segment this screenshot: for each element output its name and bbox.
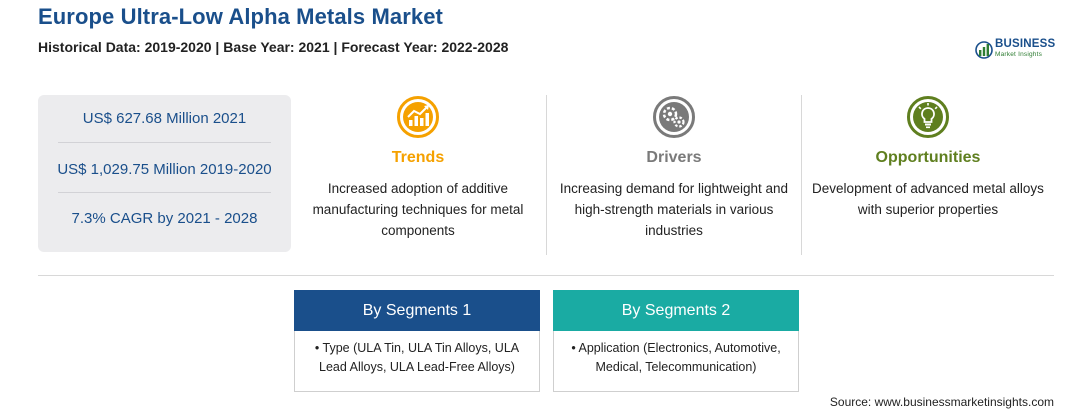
page-title: Europe Ultra-Low Alpha Metals Market xyxy=(38,4,443,29)
opportunities-heading: Opportunities xyxy=(875,149,981,166)
trends-heading: Trends xyxy=(391,149,445,166)
segment-card-1: By Segments 1 • Type (ULA Tin, ULA Tin A… xyxy=(294,290,540,392)
gears-icon xyxy=(653,96,695,138)
stat-historical: US$ 1,029.75 Million 2019-2020 xyxy=(57,161,272,178)
stat-cagr: 7.3% CAGR by 2021 - 2028 xyxy=(71,210,258,227)
column-divider xyxy=(546,95,547,255)
brand-logo: BUSINESS Market Insights xyxy=(975,36,1059,64)
segment-2-bullet: • Application (Electronics, Automotive, … xyxy=(571,341,781,374)
segment-1-bullet: • Type (ULA Tin, ULA Tin Alloys, ULA Lea… xyxy=(314,341,520,374)
drivers-text: Increasing demand for lightweight and hi… xyxy=(559,181,789,238)
section-divider xyxy=(38,275,1054,276)
lightbulb-icon xyxy=(907,96,949,138)
segment-card-2: By Segments 2 • Application (Electronics… xyxy=(553,290,799,392)
stat-market-size: US$ 627.68 Million 2021 xyxy=(82,110,247,127)
stat-divider xyxy=(58,192,271,193)
opportunities-text: Development of advanced metal alloys wit… xyxy=(812,181,1044,217)
logo-tagline: Market Insights xyxy=(995,51,1043,58)
stat-divider xyxy=(58,142,271,143)
segment-1-heading: By Segments 1 xyxy=(294,290,540,331)
trends-text: Increased adoption of additive manufactu… xyxy=(312,181,524,238)
segment-2-heading: By Segments 2 xyxy=(553,290,799,331)
page-subtitle: Historical Data: 2019-2020 | Base Year: … xyxy=(38,39,509,55)
source-credit: Source: www.businessmarketinsights.com xyxy=(829,395,1054,409)
logo-word: BUSINESS xyxy=(995,38,1056,50)
chart-growth-icon xyxy=(397,96,439,138)
logo-globe-icon xyxy=(975,41,993,59)
stats-panel: US$ 627.68 Million 2021 US$ 1,029.75 Mil… xyxy=(38,95,291,252)
drivers-heading: Drivers xyxy=(646,149,702,166)
column-divider xyxy=(801,95,802,255)
